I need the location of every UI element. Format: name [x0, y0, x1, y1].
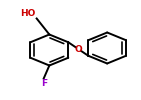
Text: HO: HO	[20, 9, 35, 18]
Text: O: O	[74, 44, 82, 54]
Text: F: F	[41, 79, 47, 88]
